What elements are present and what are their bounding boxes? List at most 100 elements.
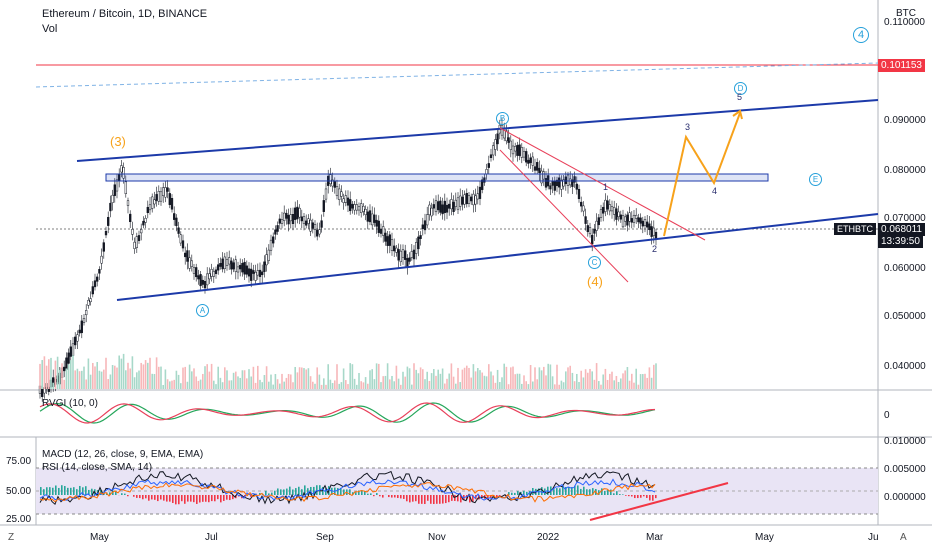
wedge-upper-line	[499, 127, 706, 241]
candle-body	[162, 187, 165, 196]
macd-histogram-bar	[610, 489, 612, 495]
rsi-tick: 75.00	[6, 456, 32, 467]
volume-bar	[611, 371, 613, 389]
volume-bar	[298, 367, 301, 389]
candle-body	[313, 224, 317, 230]
volume-bar	[279, 383, 281, 389]
candle-body	[511, 145, 515, 155]
volume-bar	[655, 363, 657, 389]
candle-body	[639, 217, 642, 224]
time-tick: May	[755, 532, 774, 543]
macd-title[interactable]: MACD (12, 26, close, 9, EMA, EMA)	[42, 449, 204, 460]
candle-body	[355, 204, 358, 211]
candle-body	[159, 191, 163, 202]
candle-body	[481, 179, 484, 190]
candle-body	[151, 196, 154, 209]
volume-bar	[314, 383, 316, 389]
candle-body	[212, 271, 215, 277]
candle-body	[102, 242, 105, 252]
subwave-5-label: 5	[737, 92, 743, 102]
macd-histogram-bar	[508, 492, 510, 495]
time-tick: Mar	[646, 532, 664, 543]
volume-bar	[215, 384, 217, 389]
point-a-label: A	[196, 304, 209, 317]
candle-body	[450, 199, 453, 210]
auto-scale-button[interactable]: A	[900, 532, 907, 543]
wave-4-circle-label: 4	[853, 27, 869, 43]
volume-bar	[312, 381, 314, 389]
macd-histogram-bar	[514, 492, 516, 495]
volume-bar	[85, 379, 87, 389]
volume-bar	[67, 364, 70, 389]
candle-body	[241, 262, 244, 273]
macd-histogram-bar	[382, 495, 384, 498]
candle-body	[562, 179, 565, 187]
macd-histogram-bar	[292, 489, 294, 495]
macd-histogram-bar	[172, 495, 174, 503]
candle-body	[525, 151, 528, 163]
candle-body	[153, 199, 156, 205]
macd-histogram-bar	[622, 494, 624, 495]
candle-body	[316, 229, 319, 237]
volume-bar	[457, 367, 459, 389]
volume-bar	[243, 370, 246, 389]
timezone-button[interactable]: Z	[8, 532, 15, 543]
candle-body	[256, 270, 259, 276]
volume-bar	[78, 371, 81, 389]
volume-bar	[639, 374, 642, 389]
macd-histogram-bar	[388, 495, 390, 498]
candle-body	[98, 269, 101, 274]
candle-body	[302, 216, 306, 224]
volume-bar	[81, 370, 83, 389]
macd-histogram-bar	[136, 495, 138, 498]
candle-body	[540, 170, 543, 184]
candle-body	[307, 218, 310, 224]
rvgi-title[interactable]: RVGI (10, 0)	[42, 398, 98, 409]
candle-body	[368, 210, 372, 223]
candle-body	[142, 220, 145, 226]
candle-body	[430, 207, 433, 217]
symbol-tag: ETHBTC	[834, 223, 876, 235]
macd-histogram-bar	[295, 488, 297, 495]
volume-bar	[336, 364, 338, 389]
point-c-label: C	[588, 256, 601, 269]
volume-bar	[573, 381, 576, 389]
candle-body	[404, 250, 407, 260]
macd-histogram-bar	[85, 486, 87, 495]
candle-body	[157, 191, 160, 202]
macd-histogram-bar	[466, 495, 468, 500]
volume-bar	[353, 378, 356, 389]
candle-body	[210, 269, 213, 277]
candle-body	[276, 225, 279, 232]
candle-body	[228, 257, 231, 265]
macd-histogram-bar	[649, 495, 651, 501]
candle-body	[91, 286, 94, 295]
candle-body	[371, 213, 374, 226]
volume-bar	[470, 377, 472, 389]
candle-body	[342, 198, 345, 203]
macd-histogram-bar	[469, 495, 471, 503]
candle-body	[463, 194, 466, 205]
candle-body	[87, 300, 90, 306]
volume-bar	[529, 364, 532, 389]
macd-histogram-bar	[352, 492, 354, 495]
candle-body	[470, 196, 473, 202]
candle-body	[505, 130, 508, 142]
volume-bar	[391, 375, 393, 389]
macd-histogram-bar	[487, 495, 489, 500]
macd-histogram-bar	[250, 495, 252, 497]
rsi-title[interactable]: RSI (14, close, SMA, 14)	[42, 462, 153, 473]
volume-bar	[422, 369, 424, 389]
macd-histogram-bar	[229, 495, 231, 501]
volume-bar	[474, 371, 477, 389]
volume-bar	[345, 380, 347, 389]
volume-bar	[285, 377, 288, 389]
volume-bar	[221, 382, 224, 389]
macd-histogram-bar	[439, 495, 441, 504]
candle-body	[364, 209, 367, 215]
volume-bar	[417, 373, 420, 389]
volume-bar	[525, 381, 527, 389]
volume-bar	[534, 367, 536, 389]
